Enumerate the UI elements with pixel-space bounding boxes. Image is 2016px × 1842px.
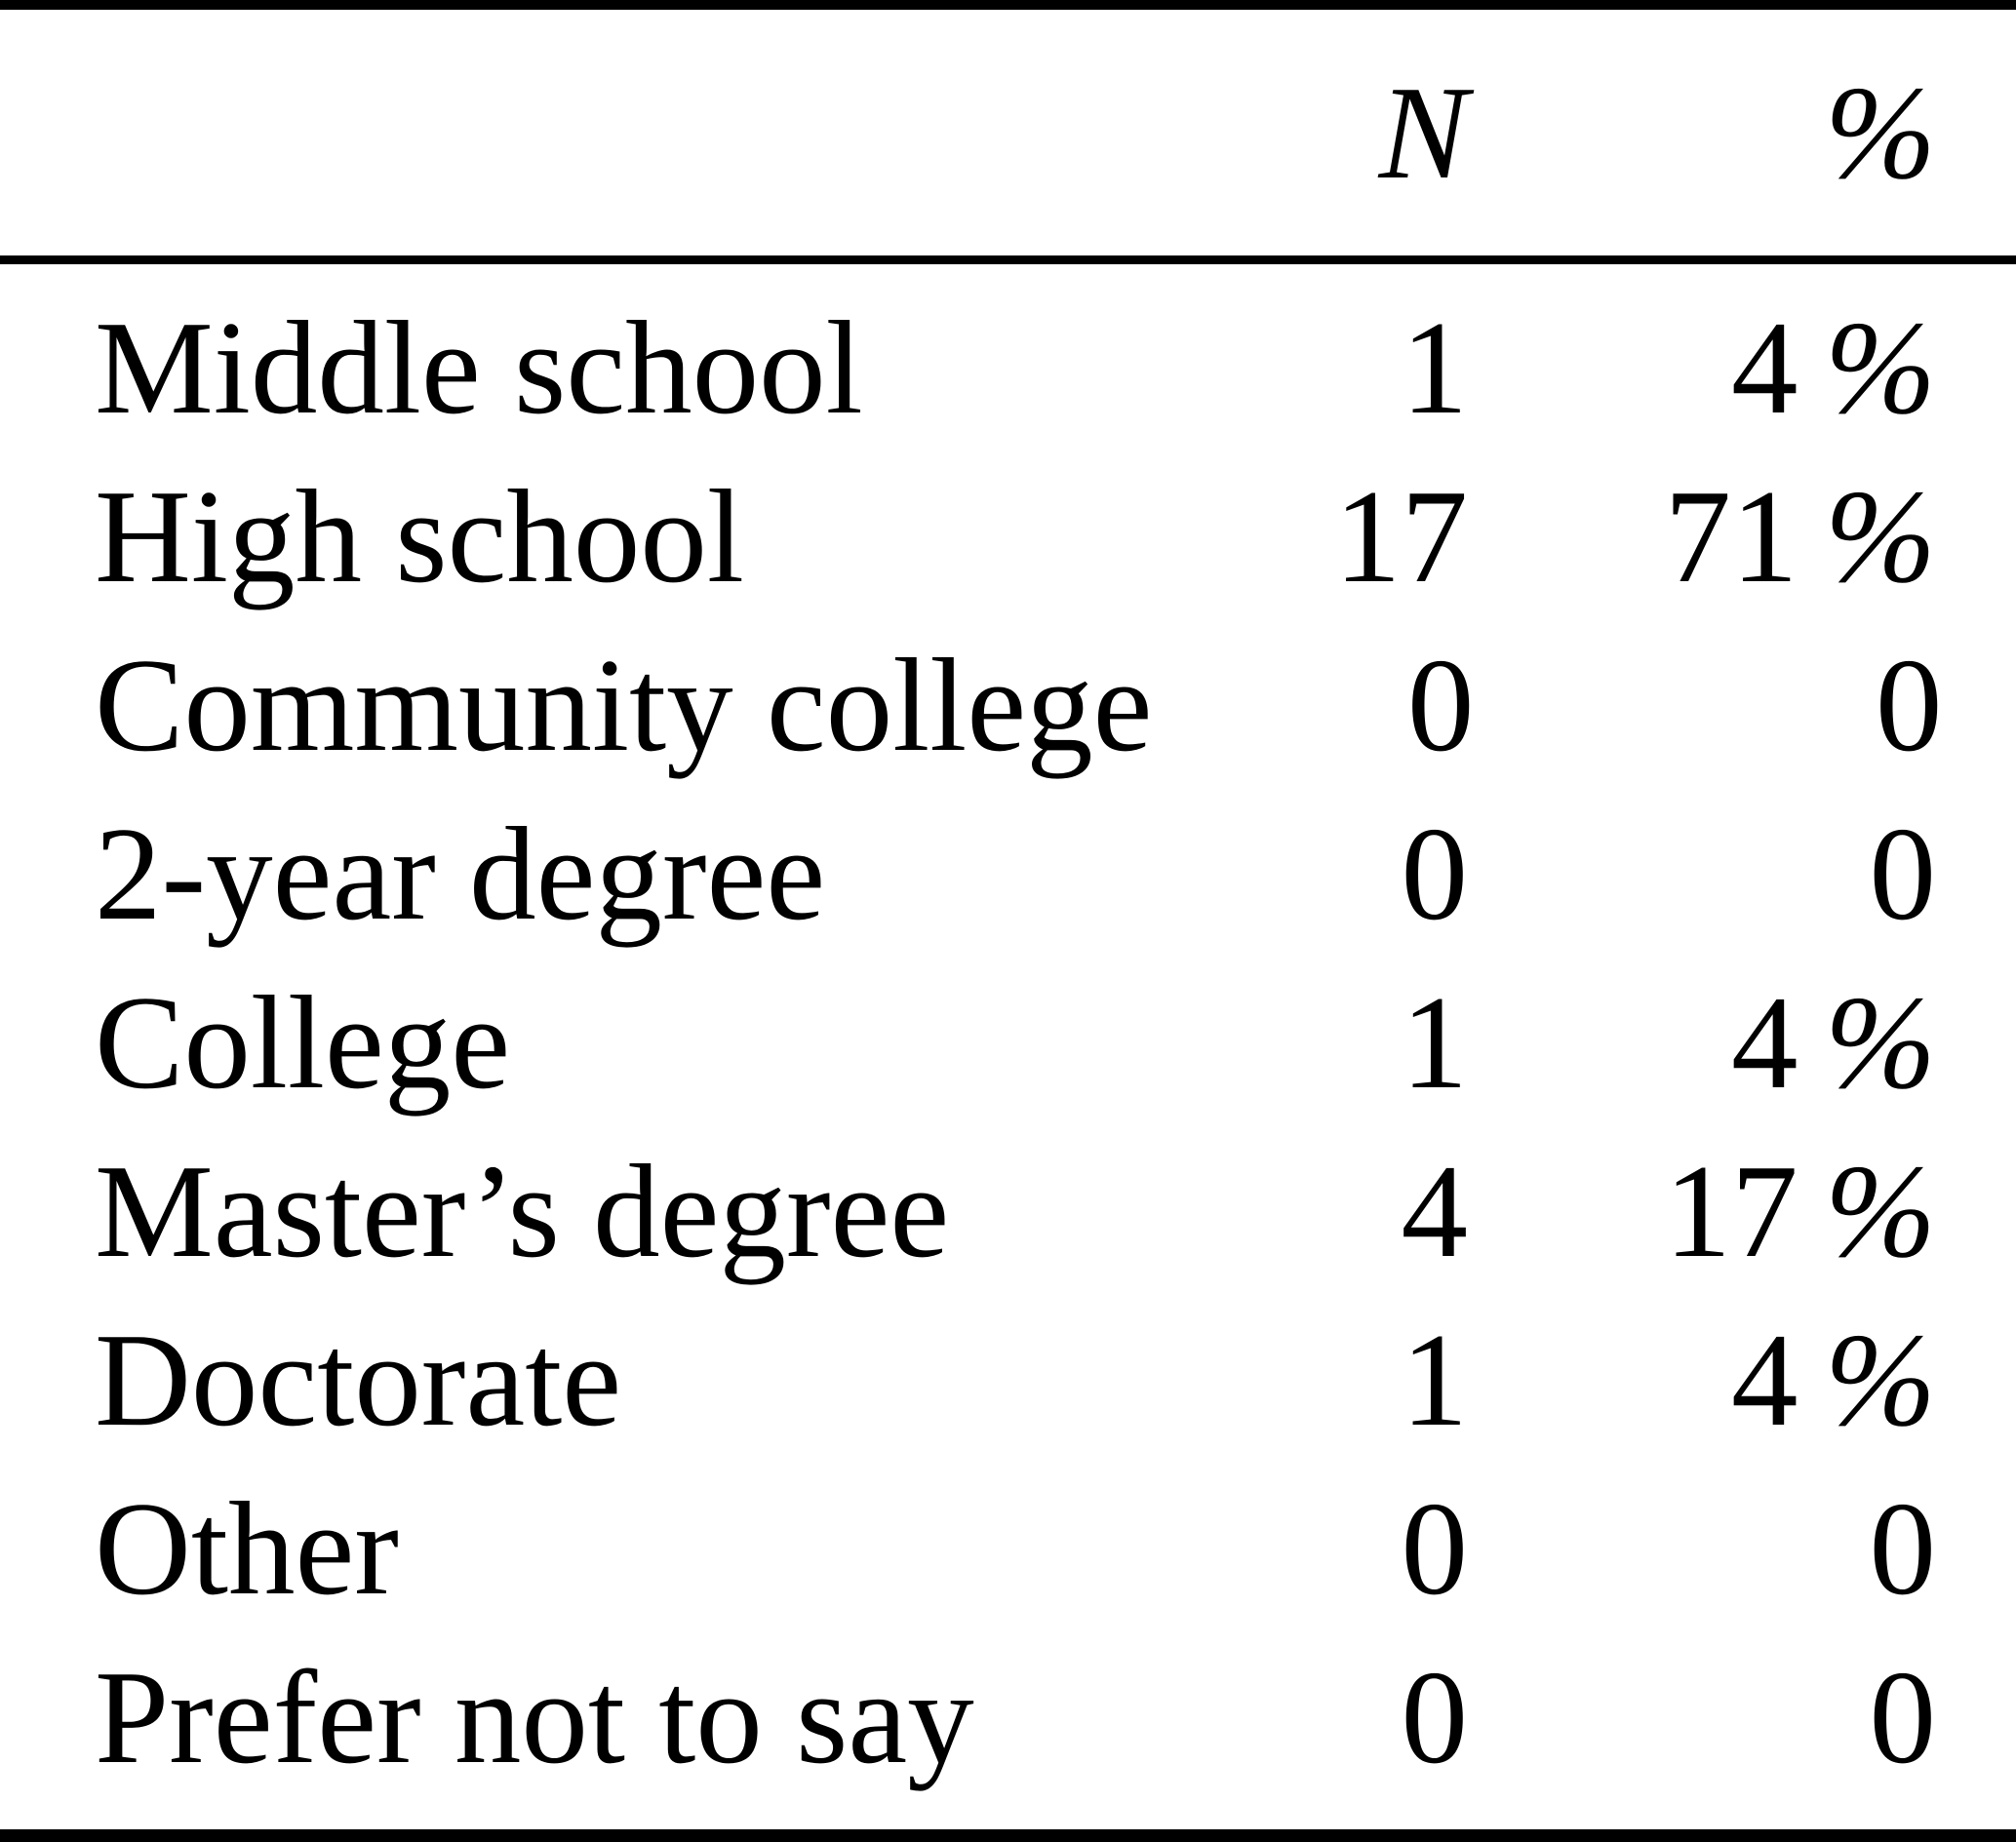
table-bottom-rule [0, 1829, 2016, 1842]
pct-number: 0 [1869, 1643, 1937, 1791]
row-n-value: 4 [1401, 1137, 1469, 1285]
table-row-community-college: Community college 0 0 [0, 621, 2016, 790]
percent-sign: % [1824, 462, 1936, 610]
row-label: Master’s degree [95, 1137, 950, 1285]
row-label: Prefer not to say [95, 1643, 974, 1791]
row-pct-value: 0 [1468, 1482, 1937, 1616]
table-body: Middle school 1 4% High school 17 71% Co… [0, 264, 2016, 1802]
row-label: Middle school [95, 294, 863, 442]
pct-number: 0 [1875, 631, 1943, 779]
percent-sign: % [1824, 1137, 1936, 1285]
pct-number: 0 [1869, 800, 1937, 948]
table-row-masters-degree: Master’s degree 4 17% [0, 1127, 2016, 1296]
row-n-value: 0 [1401, 1474, 1469, 1623]
pct-number: 4 [1730, 1306, 1799, 1454]
row-pct-value: 0 [1474, 639, 1943, 772]
table-row-high-school: High school 17 71% [0, 452, 2016, 621]
table-row-prefer-not-to-say: Prefer not to say 0 0 [0, 1633, 2016, 1802]
row-n-value: 1 [1401, 968, 1469, 1117]
row-pct-value: 0 [1468, 807, 1937, 941]
row-n-value: 0 [1401, 1643, 1469, 1791]
row-label: Other [95, 1474, 399, 1623]
row-pct-value: 0 [1468, 1651, 1937, 1784]
row-n-value: 0 [1406, 631, 1475, 779]
row-pct-value: 4% [1468, 301, 1936, 435]
header-percent: % [1824, 58, 1936, 207]
pct-number: 71 [1664, 462, 1799, 610]
row-label: Community college [95, 631, 1153, 779]
row-pct-value: 17% [1468, 1145, 1936, 1278]
table-row-other: Other 0 0 [0, 1465, 2016, 1633]
row-label: Doctorate [95, 1306, 622, 1454]
pct-number: 4 [1730, 294, 1799, 442]
percent-sign: % [1824, 968, 1936, 1117]
table-row-middle-school: Middle school 1 4% [0, 284, 2016, 452]
row-n-value: 0 [1401, 800, 1469, 948]
percent-sign: % [1824, 1306, 1936, 1454]
table-row-2-year-degree: 2-year degree 0 0 [0, 790, 2016, 959]
row-n-value: 1 [1401, 1306, 1469, 1454]
table-mid-rule [0, 255, 2016, 264]
percent-sign: % [1824, 294, 1936, 442]
table-header-row: N % [0, 10, 2016, 255]
pct-number: 4 [1730, 968, 1799, 1117]
row-pct-value: 4% [1468, 976, 1936, 1110]
pct-number: 0 [1869, 1474, 1937, 1623]
row-pct-value: 4% [1468, 1313, 1936, 1447]
row-n-value: 17 [1334, 462, 1468, 610]
table-top-rule [0, 0, 2016, 10]
row-label: 2-year degree [95, 800, 826, 948]
row-n-value: 1 [1401, 294, 1469, 442]
pct-number: 17 [1664, 1137, 1799, 1285]
table-row-college: College 1 4% [0, 959, 2016, 1127]
row-pct-value: 71% [1468, 470, 1936, 604]
table-row-doctorate: Doctorate 1 4% [0, 1296, 2016, 1465]
row-label: College [95, 968, 511, 1117]
header-n: N [1378, 58, 1468, 207]
row-label: High school [95, 462, 744, 610]
